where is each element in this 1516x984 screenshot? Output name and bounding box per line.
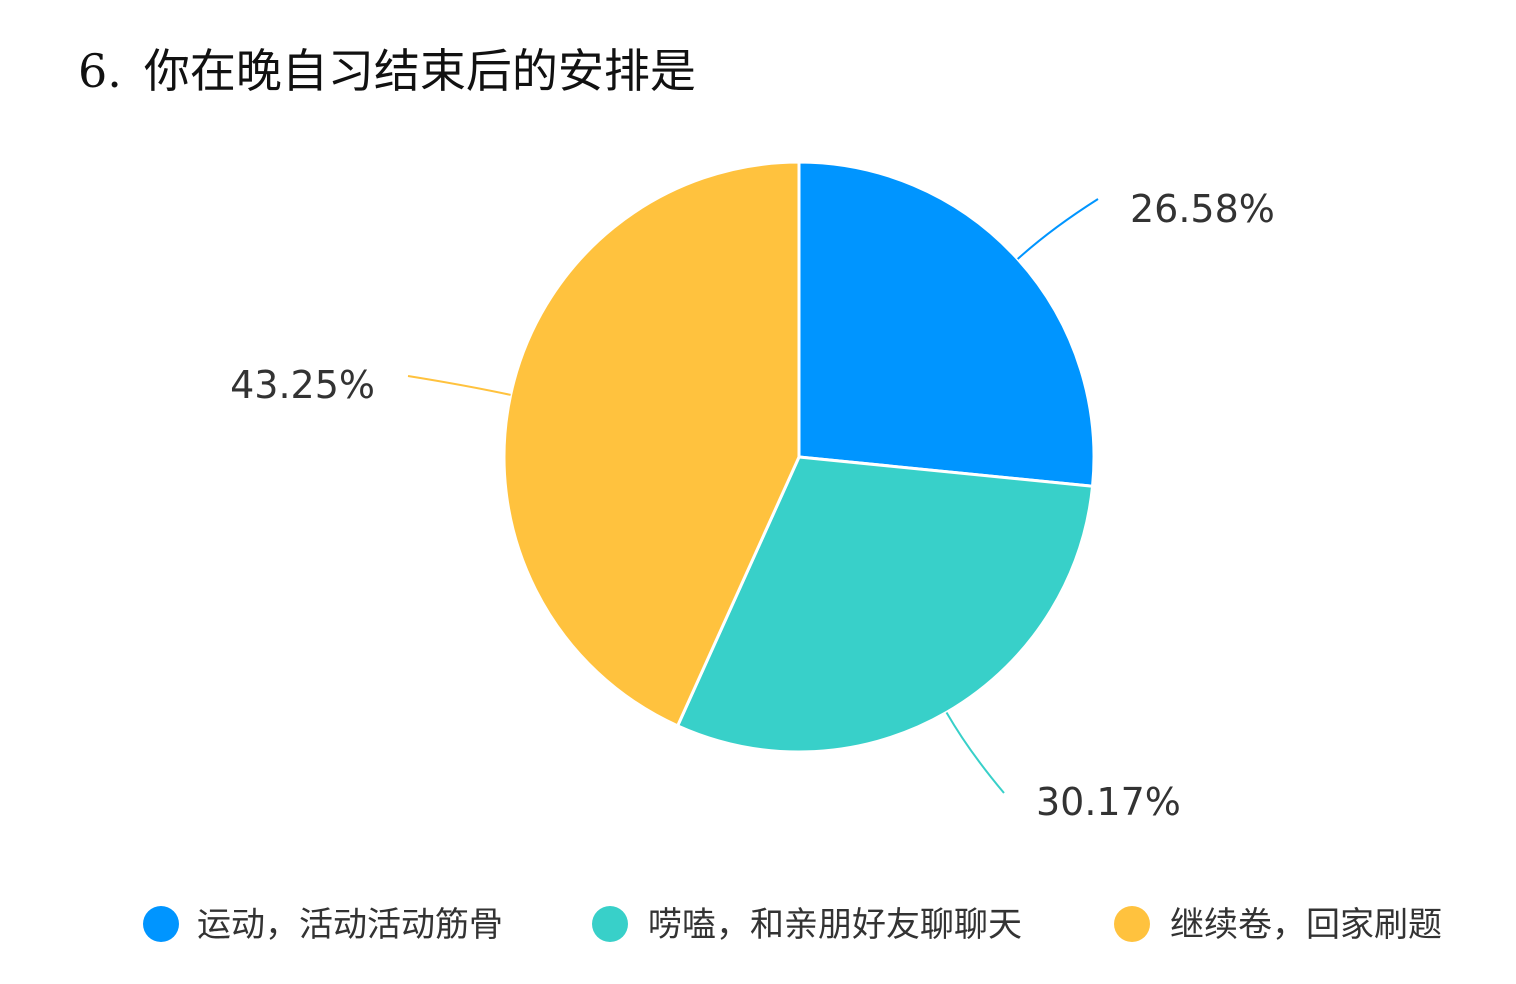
- legend-label-1: 运动，活动活动筋骨: [197, 905, 503, 945]
- leader-line-3: [407, 375, 511, 396]
- legend-label-3: 继续卷，回家刷题: [1170, 905, 1442, 945]
- legend-marker-2: [592, 906, 628, 942]
- legend-item-1: 运动，活动活动筋骨: [143, 905, 503, 945]
- leader-line-1: [1017, 198, 1099, 260]
- leader-lines: [407, 198, 1099, 794]
- question-text: 你在晚自习结束后的安排是: [143, 44, 696, 98]
- data-label-3: 43.25%: [230, 363, 375, 407]
- page-title: 6. 你在晚自习结束后的安排是: [78, 44, 696, 99]
- pie-slice-1: [797, 160, 1096, 488]
- legend-marker-3: [1114, 906, 1150, 942]
- legend-marker-1: [143, 906, 179, 942]
- data-labels: 26.58% 30.17% 43.25%: [230, 187, 1275, 824]
- data-label-1: 26.58%: [1130, 187, 1275, 231]
- question-number: 6.: [78, 44, 122, 98]
- pie-slices: [502, 160, 1096, 754]
- legend-item-3: 继续卷，回家刷题: [1114, 905, 1442, 945]
- pie-slice-3: [502, 160, 801, 728]
- data-label-2: 30.17%: [1036, 780, 1181, 824]
- legend-label-2: 唠嗑，和亲朋好友聊聊天: [648, 905, 1022, 945]
- legend: 运动，活动活动筋骨 唠嗑，和亲朋好友聊聊天 继续卷，回家刷题: [143, 905, 1442, 945]
- leader-line-2: [945, 711, 1005, 794]
- legend-item-2: 唠嗑，和亲朋好友聊聊天: [592, 905, 1022, 945]
